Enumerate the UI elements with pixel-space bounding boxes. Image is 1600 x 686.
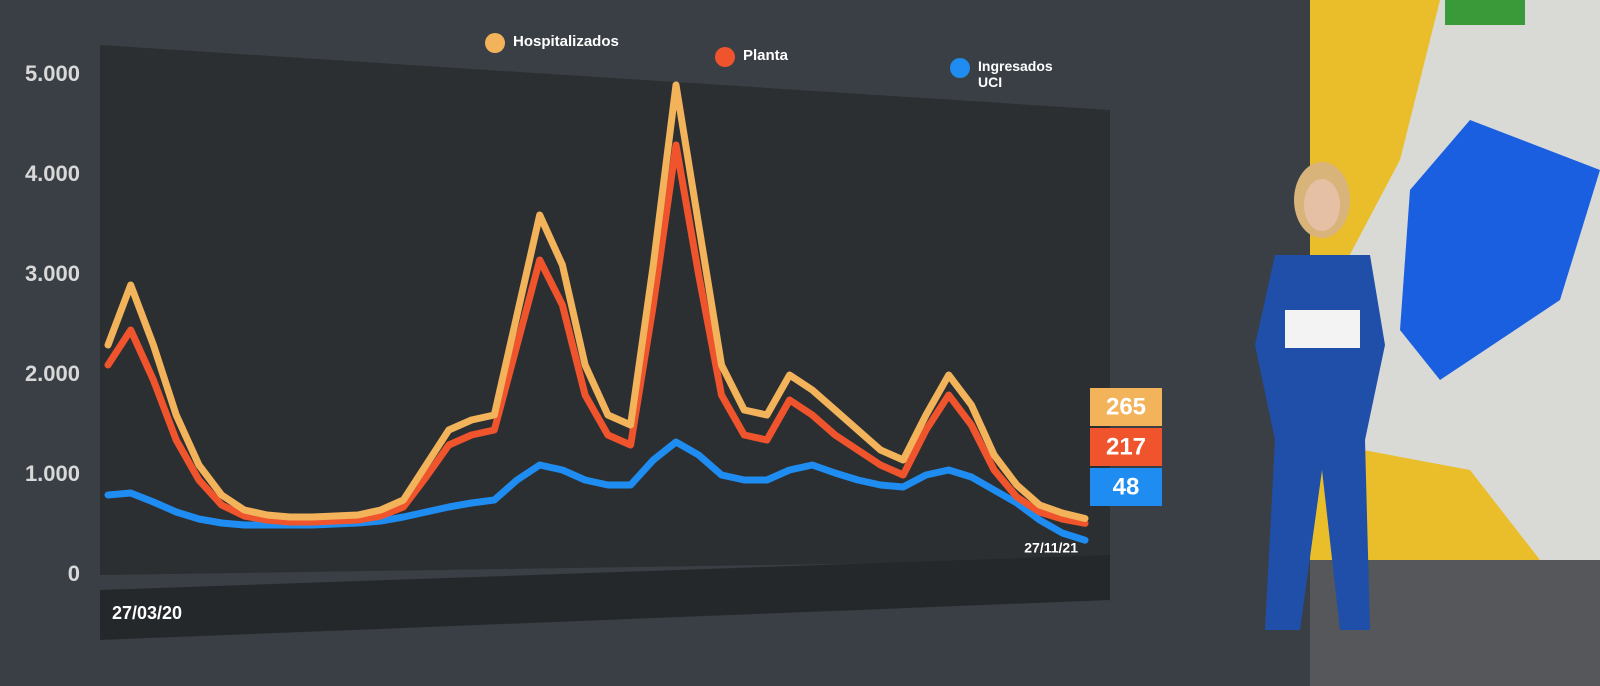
end-label: 217 — [1106, 433, 1146, 460]
legend-swatch — [485, 33, 505, 53]
legend-label: Ingresados UCI — [978, 58, 1053, 90]
plot-panel — [100, 45, 1110, 575]
legend-label: Hospitalizados — [513, 33, 619, 50]
legend-item: Ingresados UCI — [950, 58, 1068, 90]
y-tick-label: 0 — [68, 561, 80, 586]
date-band — [100, 555, 1110, 640]
y-tick-label: 2.000 — [25, 361, 80, 386]
end-label: 265 — [1106, 393, 1146, 420]
legend-item: Planta — [715, 47, 788, 67]
y-tick-label: 4.000 — [25, 161, 80, 186]
y-tick-label: 3.000 — [25, 261, 80, 286]
y-tick-label: 1.000 — [25, 461, 80, 486]
legend-label: Planta — [743, 47, 789, 64]
series-line — [104, 438, 1089, 544]
x-tick-label: 27/11/21 — [1024, 540, 1078, 556]
deco-yellow — [1310, 0, 1440, 330]
presenter-face — [1304, 179, 1340, 231]
end-label-box — [1090, 388, 1162, 426]
deco-yellow — [1310, 440, 1540, 560]
series-line — [104, 81, 1089, 522]
paper — [1285, 310, 1360, 348]
y-tick-label: 5.000 — [25, 61, 80, 86]
end-label-box — [1090, 428, 1162, 466]
logo — [1445, 0, 1525, 25]
end-label: 48 — [1113, 473, 1140, 500]
legend-swatch — [715, 47, 735, 67]
series-line — [104, 141, 1089, 527]
presenter-body — [1255, 255, 1385, 630]
legend-item: Hospitalizados — [485, 33, 619, 53]
x-tick-label: 27/03/20 — [112, 603, 182, 623]
end-label-box — [1090, 468, 1162, 506]
deco-blue — [1400, 120, 1600, 380]
legend-swatch — [950, 58, 970, 78]
